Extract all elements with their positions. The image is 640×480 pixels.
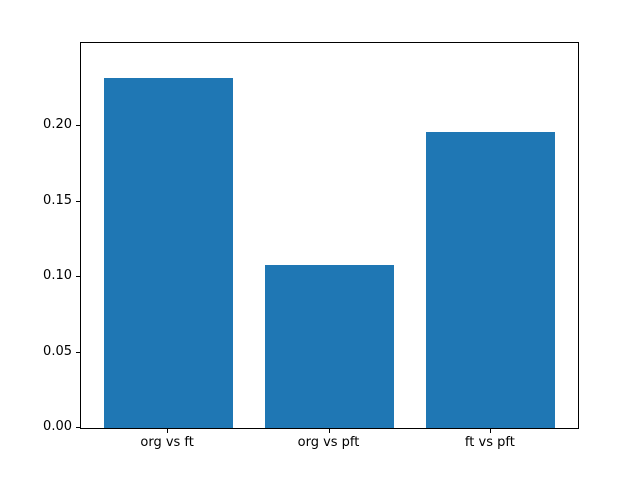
y-tick-label: 0.00	[43, 419, 72, 434]
bar-org-vs-pft	[264, 264, 395, 428]
x-tick-label: ft vs pft	[464, 435, 515, 450]
y-tick-mark	[76, 125, 80, 127]
bar-ft-vs-pft	[426, 132, 556, 428]
y-tick-label: 0.10	[43, 268, 72, 284]
x-tick-label: org vs pft	[297, 435, 360, 450]
y-tick-mark	[76, 276, 80, 278]
y-tick-mark	[76, 427, 80, 428]
y-tick-label: 0.20	[43, 117, 72, 133]
plot-area	[80, 42, 579, 429]
y-tick-label: 0.05	[43, 343, 72, 359]
y-tick-mark	[76, 351, 80, 353]
x-tick-mark	[489, 428, 491, 433]
y-tick-label: 0.15	[43, 192, 72, 208]
x-tick-mark	[167, 428, 169, 433]
bar-org-vs-ft	[103, 77, 233, 428]
y-tick-mark	[76, 200, 80, 202]
x-tick-mark	[328, 428, 330, 433]
x-tick-label: org vs ft	[140, 435, 194, 450]
